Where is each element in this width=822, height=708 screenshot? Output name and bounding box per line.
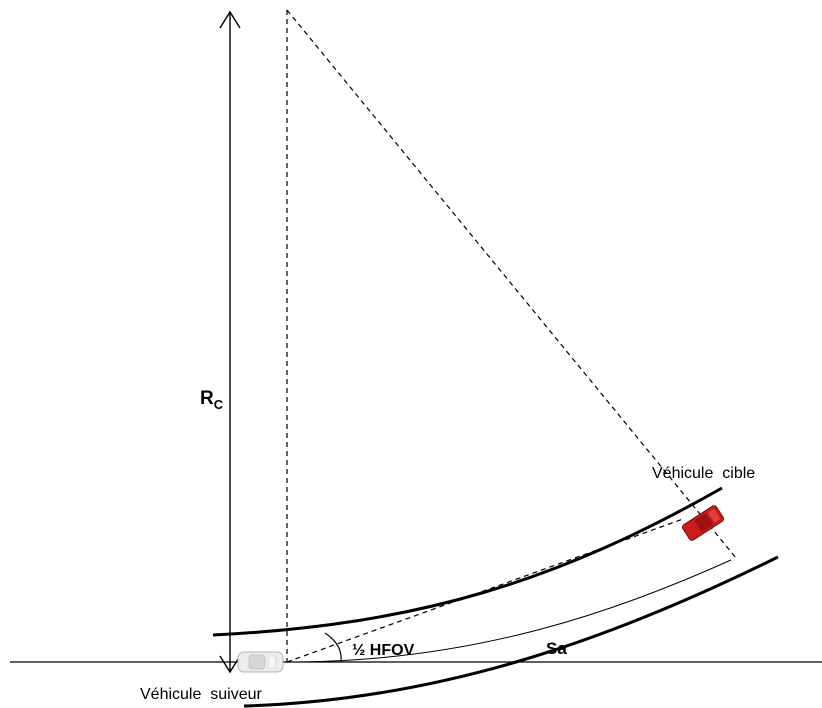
road-outer-edge xyxy=(243,555,779,708)
white-car-icon xyxy=(237,651,284,673)
road-centre-line xyxy=(299,559,732,663)
radius-label-subscript: C xyxy=(214,397,224,412)
arc-length-label: Sa xyxy=(546,639,567,658)
dashed-sight-line xyxy=(286,518,684,663)
half-fov-angle-arc xyxy=(324,632,342,663)
target-vehicle-label: Véhicule cible xyxy=(652,465,755,482)
radius-label: RC xyxy=(200,388,224,412)
radius-arrow-head-bottom xyxy=(219,655,241,674)
follower-vehicle-label: Véhicule suiveur xyxy=(140,686,263,703)
half-fov-label: ½ HFOV xyxy=(352,642,415,659)
radius-arrow-head-top xyxy=(219,10,241,29)
dashed-diagonal-line xyxy=(286,9,737,559)
road-inner-edge xyxy=(212,486,723,637)
red-car-icon xyxy=(681,505,725,541)
